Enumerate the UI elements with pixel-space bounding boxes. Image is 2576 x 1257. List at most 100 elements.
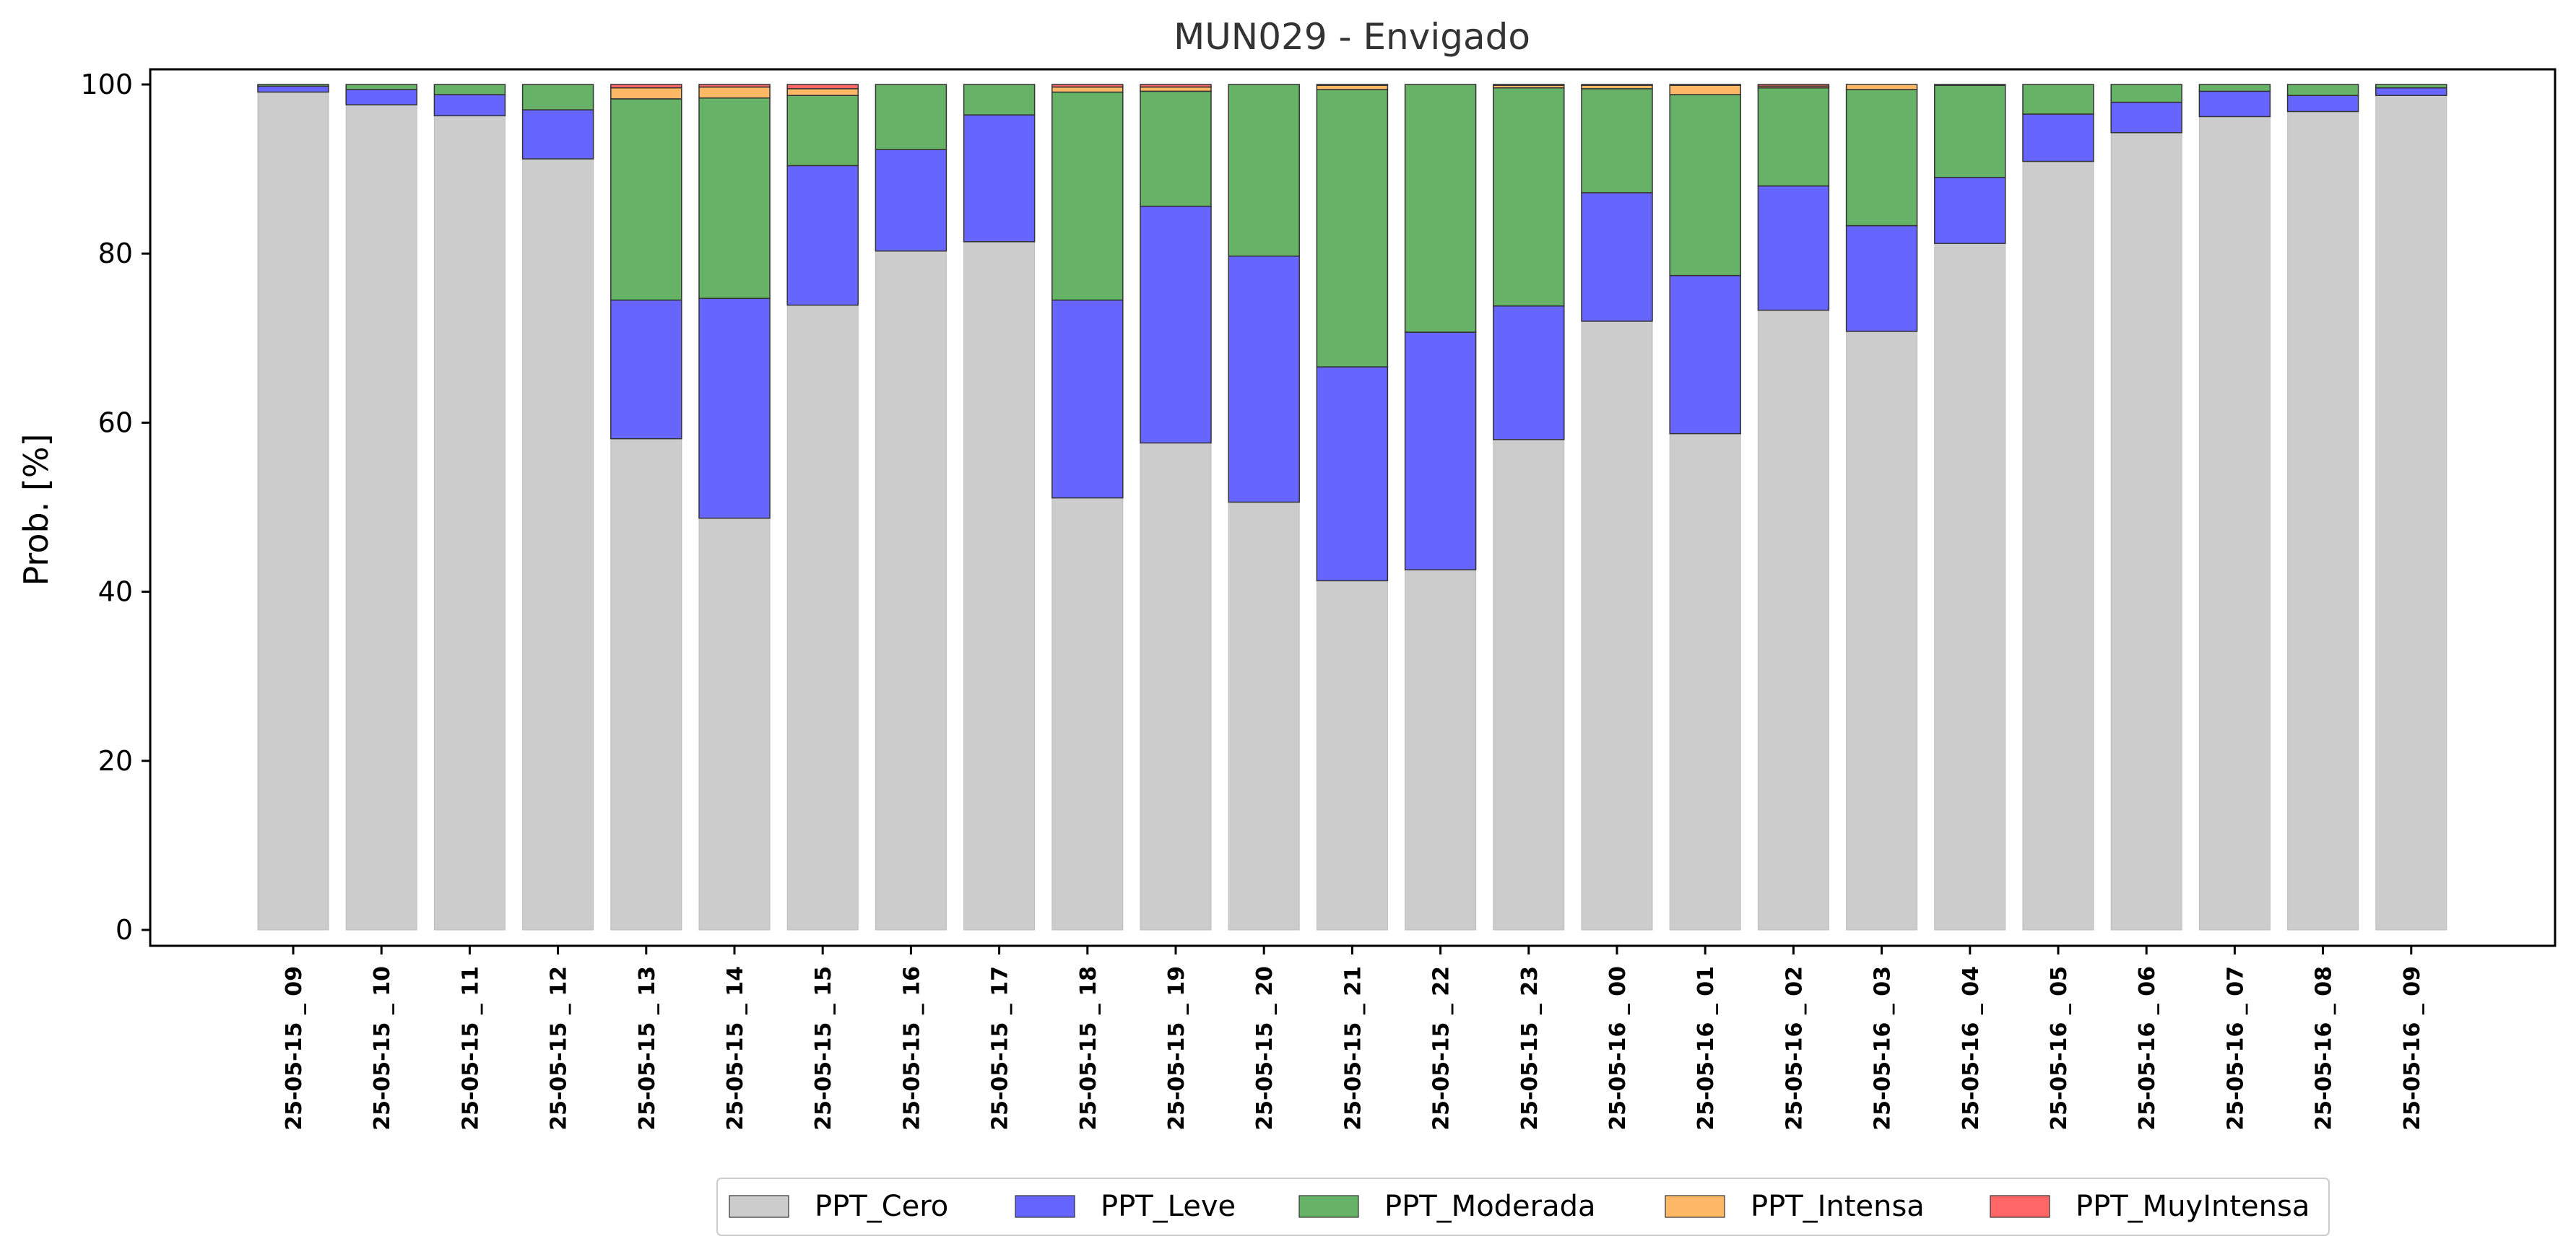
legend-label-ppt-cero: PPT_Cero xyxy=(815,1190,948,1223)
legend-label-ppt-muyintensa: PPT_MuyIntensa xyxy=(2076,1190,2310,1223)
bar-ppt-intensa-16 xyxy=(1669,84,1741,95)
bar-ppt-intensa-9 xyxy=(1051,86,1124,93)
bar-ppt-intensa-19 xyxy=(1934,84,2006,86)
bar-ppt-leve-15 xyxy=(1581,192,1653,322)
x-tick-label: 25-05-15 _ 21 xyxy=(1340,966,1366,1131)
bar-ppt-intensa-10 xyxy=(1140,86,1212,92)
x-tick-label: 25-05-16 _ 01 xyxy=(1694,966,1719,1131)
bar-ppt-moderada-11 xyxy=(1228,84,1300,257)
y-tick-label: 40 xyxy=(98,576,133,608)
legend-swatch-ppt-cero xyxy=(729,1195,789,1218)
bar-ppt-moderada-0 xyxy=(257,84,329,87)
bar-ppt-intensa-6 xyxy=(786,88,859,96)
bar-ppt-leve-11 xyxy=(1228,255,1300,503)
bar-ppt-leve-13 xyxy=(1404,331,1477,570)
bar-ppt-cero-3 xyxy=(522,158,594,931)
x-tick-label: 25-05-15 _ 13 xyxy=(635,966,660,1131)
bar-ppt-moderada-3 xyxy=(521,84,594,110)
x-tick-label: 25-05-16 _ 06 xyxy=(2135,966,2160,1131)
x-tick-label: 25-05-15 _ 11 xyxy=(458,966,483,1131)
bar-ppt-cero-7 xyxy=(875,251,947,931)
bar-ppt-muyintensa-5 xyxy=(698,84,771,88)
bar-ppt-cero-23 xyxy=(2287,110,2359,931)
bar-ppt-leve-20 xyxy=(2022,113,2094,162)
x-tick-label: 25-05-15 _ 10 xyxy=(370,966,395,1131)
bar-ppt-muyintensa-16 xyxy=(1669,84,1741,86)
x-tick-label: 25-05-16 _ 02 xyxy=(1782,966,1807,1131)
bar-ppt-leve-6 xyxy=(786,165,859,306)
bar-ppt-cero-6 xyxy=(786,305,859,931)
bar-ppt-muyintensa-6 xyxy=(786,84,859,90)
legend-label-ppt-intensa: PPT_Intensa xyxy=(1751,1190,1925,1223)
bar-ppt-intensa-5 xyxy=(698,86,771,99)
x-tick-label: 25-05-16 _ 08 xyxy=(2312,966,2337,1131)
bar-ppt-cero-0 xyxy=(257,92,329,931)
bar-ppt-cero-18 xyxy=(1846,331,1918,931)
bar-ppt-cero-22 xyxy=(2198,116,2271,931)
bar-ppt-cero-14 xyxy=(1493,439,1565,931)
bar-ppt-moderada-4 xyxy=(610,98,682,301)
bar-ppt-leve-8 xyxy=(963,114,1036,243)
bar-ppt-leve-10 xyxy=(1140,205,1212,444)
x-tick-label: 25-05-15 _ 14 xyxy=(723,966,748,1131)
bar-ppt-intensa-18 xyxy=(1845,84,1918,90)
bar-ppt-leve-22 xyxy=(2198,90,2271,118)
bar-ppt-moderada-8 xyxy=(963,84,1036,116)
bar-ppt-cero-9 xyxy=(1051,497,1124,931)
bar-ppt-moderada-15 xyxy=(1581,88,1653,193)
bars-group xyxy=(257,84,2447,931)
x-tick-label: 25-05-15 _ 22 xyxy=(1429,966,1454,1131)
x-tick-label: 25-05-16 _ 04 xyxy=(1959,966,1984,1131)
bar-ppt-cero-20 xyxy=(2022,161,2094,931)
bar-ppt-moderada-19 xyxy=(1934,84,2006,178)
legend: PPT_Cero PPT_Leve PPT_Moderada PPT_Intensa P… xyxy=(716,1178,2330,1236)
bar-ppt-cero-11 xyxy=(1228,501,1300,931)
bar-ppt-cero-16 xyxy=(1669,433,1741,931)
bar-ppt-muyintensa-12 xyxy=(1316,84,1389,86)
x-tick-label: 25-05-15 _ 16 xyxy=(899,966,924,1131)
bar-ppt-cero-19 xyxy=(1934,243,2006,931)
bar-ppt-leve-19 xyxy=(1934,177,2006,244)
bar-ppt-cero-4 xyxy=(610,438,682,931)
bar-ppt-cero-21 xyxy=(2110,132,2182,931)
x-tick-label: 25-05-15 _ 18 xyxy=(1076,966,1101,1131)
bar-ppt-leve-2 xyxy=(433,94,506,117)
bar-ppt-moderada-2 xyxy=(433,84,506,95)
bar-ppt-intensa-4 xyxy=(610,87,682,100)
bar-ppt-leve-4 xyxy=(610,299,682,440)
bar-ppt-intensa-12 xyxy=(1316,84,1389,90)
x-tick-label: 25-05-15 _ 15 xyxy=(811,966,836,1131)
bar-ppt-moderada-13 xyxy=(1404,84,1477,333)
legend-swatch-ppt-leve xyxy=(1015,1195,1075,1218)
x-tick-label: 25-05-16 _ 00 xyxy=(1605,966,1631,1131)
bar-ppt-moderada-6 xyxy=(786,95,859,167)
bar-ppt-leve-1 xyxy=(345,89,417,105)
x-tick-label: 25-05-15 _ 12 xyxy=(547,966,572,1131)
legend-box xyxy=(716,1178,2330,1236)
bar-ppt-muyintensa-14 xyxy=(1493,84,1565,86)
bar-ppt-muyintensa-17 xyxy=(1757,84,1830,87)
bar-ppt-leve-23 xyxy=(2286,95,2359,113)
x-tick-label: 25-05-15 _ 09 xyxy=(282,966,307,1131)
x-tick-label: 25-05-15 _ 17 xyxy=(988,966,1013,1131)
bar-ppt-cero-17 xyxy=(1757,310,1829,931)
bar-ppt-leve-18 xyxy=(1845,225,1918,332)
x-tick-label: 25-05-15 _ 23 xyxy=(1517,966,1543,1131)
bar-ppt-cero-2 xyxy=(433,115,506,931)
y-tick-label: 80 xyxy=(98,238,133,269)
bar-ppt-moderada-22 xyxy=(2198,84,2271,92)
legend-swatch-ppt-intensa xyxy=(1665,1195,1725,1218)
bar-ppt-moderada-21 xyxy=(2110,84,2182,103)
bar-ppt-cero-8 xyxy=(963,241,1036,931)
bar-ppt-moderada-9 xyxy=(1051,91,1124,301)
legend-label-ppt-leve: PPT_Leve xyxy=(1101,1190,1236,1223)
y-axis-label: Prob. [%] xyxy=(17,433,56,586)
bar-ppt-moderada-16 xyxy=(1669,94,1741,277)
bar-ppt-cero-15 xyxy=(1581,321,1653,931)
x-tick-label: 25-05-16 _ 05 xyxy=(2047,966,2072,1131)
x-tick-label: 25-05-15 _ 19 xyxy=(1164,966,1189,1131)
bar-ppt-leve-24 xyxy=(2375,87,2447,96)
y-tick-label: 100 xyxy=(80,69,133,100)
bar-ppt-cero-13 xyxy=(1405,569,1477,931)
